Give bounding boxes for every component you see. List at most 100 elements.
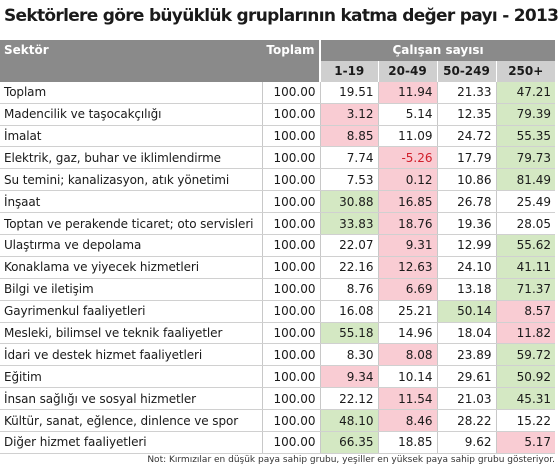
share-20-49: 6.69 [377,278,437,301]
sector-name: İdari ve destek hizmet faaliyetleri [0,343,262,367]
share-1-19: 8.76 [319,278,378,301]
sector-name: Elektrik, gaz, buhar ve iklimlendirme [0,146,262,170]
share-250-plus: 8.57 [495,300,556,323]
total-value: 100.00 [261,125,320,148]
group-header-1-19: 1-19 [319,60,378,82]
share-20-49: 11.09 [377,125,437,148]
share-20-49: 18.85 [377,431,437,454]
total-header: Toplam [262,40,320,61]
share-1-19: 66.35 [319,431,378,454]
total-value: 100.00 [261,365,320,389]
share-50-249: 28.22 [436,409,496,433]
share-20-49: 8.46 [377,409,437,433]
table-row: Kültür, sanat, eğlence, dinlence ve spor… [0,409,556,433]
share-1-19: 16.08 [319,300,378,323]
sector-name: Kültür, sanat, eğlence, dinlence ve spor [0,409,262,433]
share-20-49: 9.31 [377,234,437,257]
total-value: 100.00 [261,343,320,367]
share-50-249: 23.89 [436,343,496,367]
total-value: 100.00 [261,278,320,301]
share-1-19: 33.83 [319,212,378,236]
share-50-249: 13.18 [436,278,496,301]
share-50-249: 24.10 [436,256,496,279]
total-value: 100.00 [261,146,320,170]
table-row: Diğer hizmet faaliyetleri 100.00 66.35 18.8… [0,431,556,454]
share-1-19: 22.07 [319,234,378,257]
share-20-49: 16.85 [377,190,437,214]
total-value: 100.00 [261,300,320,323]
share-250-plus: 79.39 [495,103,556,126]
share-50-249: 9.62 [436,431,496,454]
share-20-49: 5.14 [377,103,437,126]
table-row: Konaklama ve yiyecek hizmetleri 100.00 22.… [0,256,556,279]
share-250-plus: 59.72 [495,343,556,367]
total-value: 100.00 [261,256,320,279]
title-text: Sektörlere göre büyüklük gruplarının kat… [4,6,559,26]
share-250-plus: 47.21 [495,81,556,104]
sector-name: Toptan ve perakende ticaret; oto servisl… [0,212,262,236]
sector-name: Ulaştırma ve depolama [0,234,262,257]
share-1-19: 22.12 [319,387,378,411]
share-250-plus: 50.92 [495,365,556,389]
sector-name: İnsan sağlığı ve sosyal hizmetler [0,387,262,411]
share-20-49: 10.14 [377,365,437,389]
share-50-249: 12.35 [436,103,496,126]
share-20-49: 25.21 [377,300,437,323]
share-50-249: 21.33 [436,81,496,104]
table-row: Eğitim 100.00 9.34 10.14 29.61 50.92 [0,365,556,389]
group-header-250-plus: 250+ [495,60,556,82]
share-250-plus: 45.31 [495,387,556,411]
share-50-249: 10.86 [436,168,496,192]
table-row: İmalat 100.00 8.85 11.09 24.72 55.35 [0,125,556,148]
subheader-row: 1-19 20-49 50-249 250+ [0,60,556,82]
header-row: Sektör Toplam Çalışan sayısı [0,40,556,61]
total-value: 100.00 [261,409,320,433]
sector-name: İmalat [0,125,262,148]
sector-name: Toplam [0,81,262,104]
share-50-249: 12.99 [436,234,496,257]
sector-name: Bilgi ve iletişim [0,278,262,301]
table-row: İdari ve destek hizmet faaliyetleri 100.0… [0,343,556,367]
table-row: Madencilik ve taşocakçılığı 100.00 3.12 5.1… [0,103,556,126]
total-value: 100.00 [261,212,320,236]
value-added-table: Sektör Toplam Çalışan sayısı 1-19 20-49 … [0,40,556,454]
share-50-249: 26.78 [436,190,496,214]
share-50-249: 29.61 [436,365,496,389]
sector-name: Mesleki, bilimsel ve teknik faaliyetler [0,322,262,345]
table-row: Toplam 100.00 19.51 11.94 21.33 47.21 [0,81,556,104]
share-20-49: 11.54 [377,387,437,411]
share-1-19: 3.12 [319,103,378,126]
employee-count-header: Çalışan sayısı [318,40,556,61]
total-value: 100.00 [261,190,320,214]
sector-header: Sektör [0,40,262,61]
sector-name: Eğitim [0,365,262,389]
sector-name: Madencilik ve taşocakçılığı [0,103,262,126]
share-250-plus: 55.62 [495,234,556,257]
sector-name: Gayrimenkul faaliyetleri [0,300,262,323]
total-value: 100.00 [261,234,320,257]
share-20-49: 18.76 [377,212,437,236]
share-1-19: 30.88 [319,190,378,214]
share-50-249: 17.79 [436,146,496,170]
share-1-19: 7.74 [319,146,378,170]
share-1-19: 22.16 [319,256,378,279]
share-250-plus: 71.37 [495,278,556,301]
table-row: Su temini; kanalizasyon, atık yönetimi 10… [0,168,556,192]
total-value: 100.00 [261,81,320,104]
share-250-plus: 11.82 [495,322,556,345]
sector-name: Su temini; kanalizasyon, atık yönetimi [0,168,262,192]
table-row: İnsan sağlığı ve sosyal hizmetler 100.00 2… [0,387,556,411]
group-header-50-249: 50-249 [436,60,496,82]
group-header-20-49: 20-49 [377,60,437,82]
share-250-plus: 15.22 [495,409,556,433]
share-250-plus: 81.49 [495,168,556,192]
table-row: Elektrik, gaz, buhar ve iklimlendirme 100… [0,146,556,170]
table-row: Bilgi ve iletişim 100.00 8.76 6.69 13.18 71.3… [0,278,556,301]
share-20-49: 12.63 [377,256,437,279]
share-20-49: -5.26 [377,146,437,170]
total-value: 100.00 [261,431,320,454]
share-50-249: 18.04 [436,322,496,345]
share-1-19: 19.51 [319,81,378,104]
share-50-249: 21.03 [436,387,496,411]
